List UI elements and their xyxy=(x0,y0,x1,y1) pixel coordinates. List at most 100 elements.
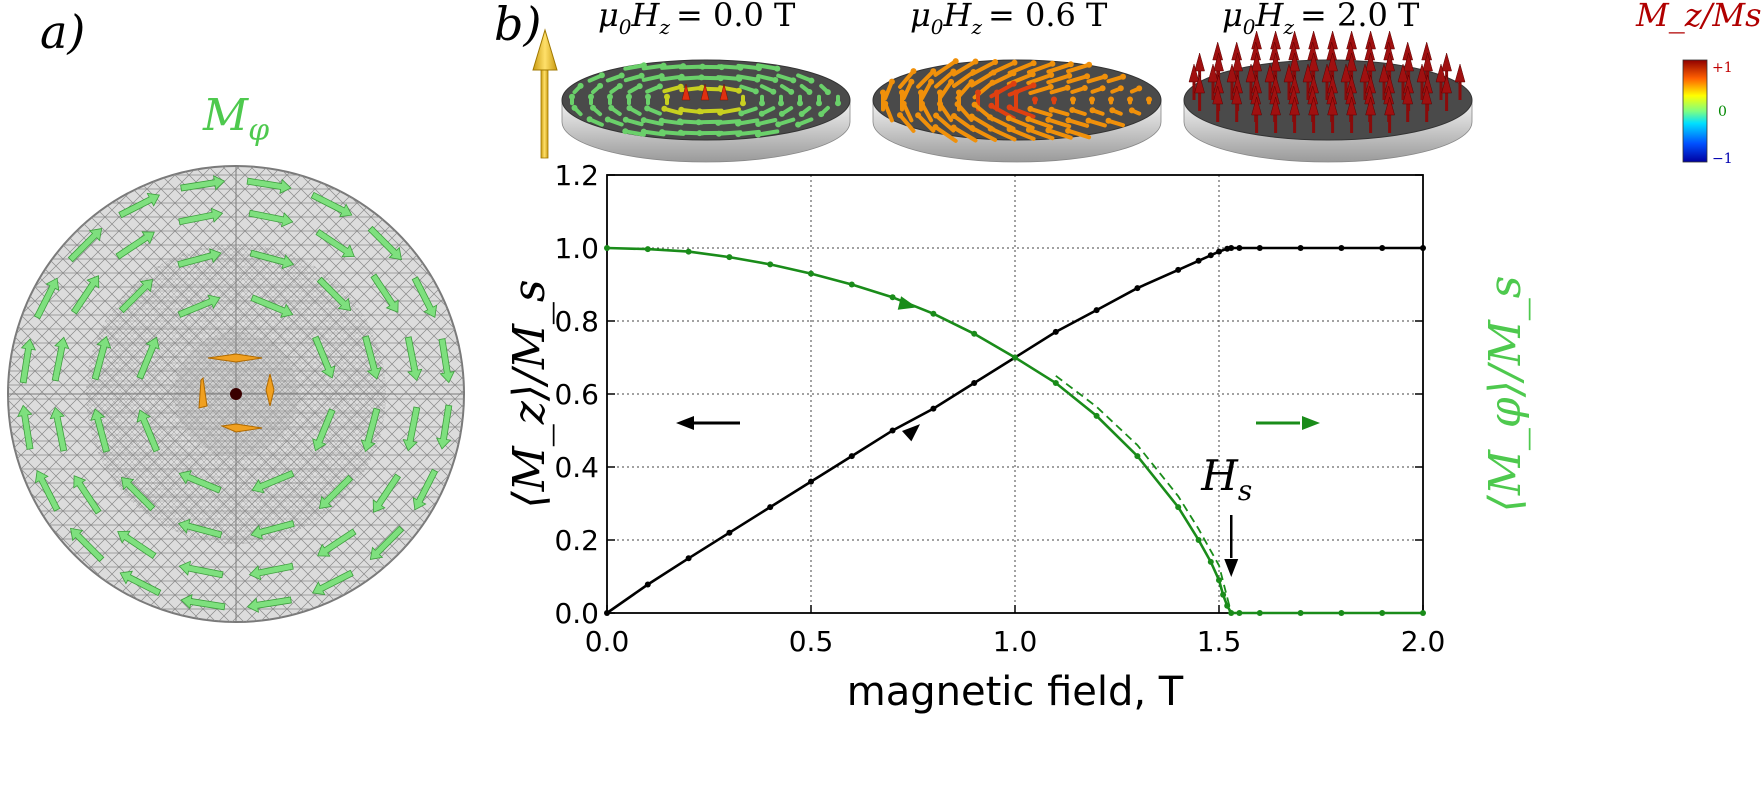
spin-arrow xyxy=(716,119,742,125)
data-point-0 xyxy=(1228,245,1235,251)
data-point-0 xyxy=(1420,245,1426,251)
spin-arrow-head xyxy=(882,100,889,107)
spin-arrow-head xyxy=(758,110,765,117)
spin-arrow-head xyxy=(1070,96,1076,103)
vortex-arrow xyxy=(310,191,353,218)
spin-arrow xyxy=(716,64,743,70)
vortex-arrow xyxy=(246,177,292,195)
spin-arrow-head xyxy=(1384,52,1395,72)
spin-arrow-head xyxy=(661,105,668,112)
x-axis-label: magnetic field, T xyxy=(847,669,1184,715)
spin-arrow-head xyxy=(950,68,957,75)
spin-arrow-head xyxy=(1378,63,1390,83)
spin-arrow xyxy=(916,113,936,133)
spin-arrow-head xyxy=(835,100,841,107)
spin-arrow-head xyxy=(1048,72,1055,78)
spin-arrow-head xyxy=(808,77,815,84)
snapshot-disk-0 xyxy=(561,59,851,163)
spin-arrow-head xyxy=(1146,96,1152,103)
spin-arrow-head xyxy=(1289,96,1300,116)
data-point-1 xyxy=(604,245,610,251)
spin-arrow xyxy=(1007,127,1036,141)
spin-arrow-head xyxy=(1232,52,1243,72)
spin-arrow-head xyxy=(948,78,955,85)
spin-arrow-head xyxy=(1402,85,1414,105)
spin-arrow-head xyxy=(644,105,651,112)
spin-arrow-head xyxy=(1212,85,1224,105)
spin-arrow-head xyxy=(616,83,623,89)
left-axis-arrowhead-icon xyxy=(676,416,694,430)
spin-arrow-head xyxy=(1128,107,1135,114)
data-point-0 xyxy=(644,581,651,588)
spin-arrow-head xyxy=(1188,63,1200,83)
core-dot xyxy=(230,388,242,400)
vortex-arrow xyxy=(315,229,355,258)
data-point-0 xyxy=(808,478,814,485)
spin-arrow xyxy=(736,74,760,82)
spin-arrow-head xyxy=(597,82,604,89)
data-point-1 xyxy=(1207,558,1214,565)
data-point-0 xyxy=(889,427,896,434)
spin-arrow-head xyxy=(1081,85,1088,91)
spin-arrow-head xyxy=(818,111,825,118)
spin-arrow xyxy=(920,101,934,123)
data-point-0 xyxy=(930,405,937,412)
vortex-arrow xyxy=(177,518,223,539)
spin-arrow xyxy=(1066,128,1092,140)
spin-arrow-head xyxy=(1099,85,1106,92)
spin-arrow xyxy=(623,129,646,137)
spin-arrow xyxy=(1066,74,1090,84)
spin-arrow-head xyxy=(622,116,629,123)
mz-direction-arrow xyxy=(901,424,921,442)
spin-arrow-head xyxy=(1049,60,1056,67)
vortex-arrow xyxy=(120,476,156,512)
spin-arrow-head xyxy=(717,109,724,116)
spin-arrow-head xyxy=(971,101,978,108)
spin-arrow xyxy=(623,63,646,71)
vortex-arrow xyxy=(67,228,103,263)
vortex-arrow xyxy=(117,530,157,559)
y-tick-label: 1.2 xyxy=(554,159,599,192)
spin-arrow-head xyxy=(994,89,1000,96)
data-point-1 xyxy=(644,246,651,253)
vortex-arrow xyxy=(250,520,295,540)
spin-arrow-head xyxy=(928,78,935,85)
spin-arrow-head xyxy=(1289,52,1300,72)
spin-arrow-head xyxy=(1308,96,1319,116)
data-point-1 xyxy=(1256,610,1263,616)
spin-arrow-head xyxy=(738,110,745,117)
spin-arrow-head xyxy=(695,119,702,126)
spin-arrow xyxy=(1026,61,1055,75)
panel-b: b) μ0Hz = 0.0 T μ0Hz = 0.6 T μ0Hz = 2.0 T M… xyxy=(494,0,1762,715)
data-point-1 xyxy=(1236,610,1243,616)
spin-arrow-head xyxy=(658,117,665,124)
data-point-0 xyxy=(604,610,610,616)
snapshot-disk-2 xyxy=(1183,30,1473,163)
spin-arrow-head xyxy=(795,121,802,128)
spin-arrow-head xyxy=(1251,96,1262,116)
spin-arrow-head xyxy=(1359,63,1371,83)
spin-arrow-head xyxy=(604,116,611,123)
data-point-0 xyxy=(726,529,733,536)
spin-arrow-head xyxy=(1270,52,1281,72)
spin-arrow-head xyxy=(968,79,975,86)
vortex-arrow xyxy=(70,527,105,563)
spin-arrow-head xyxy=(1422,52,1433,72)
x-tick-label: 0.5 xyxy=(789,625,834,658)
spin-arrow-head xyxy=(1251,52,1262,72)
spin-arrow xyxy=(933,59,958,77)
spin-arrow-head xyxy=(1069,107,1076,113)
data-point-0 xyxy=(1379,245,1386,251)
plot-frame xyxy=(606,174,1424,614)
spin-arrow-head xyxy=(1136,85,1143,92)
spin-arrow xyxy=(1028,84,1053,96)
spin-arrow-head xyxy=(735,120,742,127)
spin-arrow-head xyxy=(1321,63,1333,83)
series-line-2 xyxy=(1055,375,1233,614)
vortex-arrow xyxy=(51,336,70,382)
colorbar-min-label: −1 xyxy=(1712,151,1733,167)
spin-arrow xyxy=(934,69,956,89)
spin-arrow-head xyxy=(1435,63,1447,83)
spin-arrow xyxy=(1007,105,1036,119)
